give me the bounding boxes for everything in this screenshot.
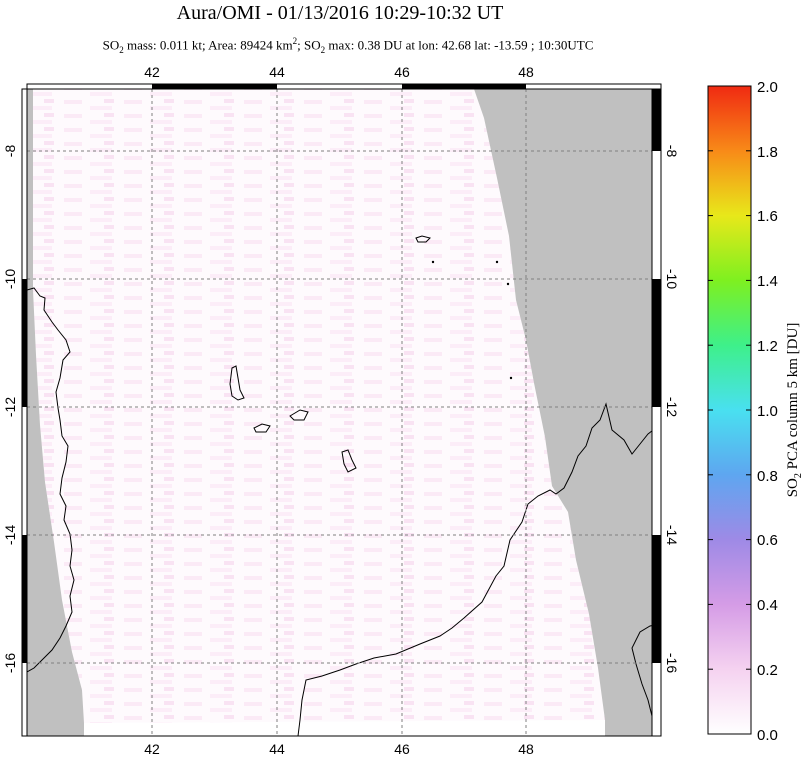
colorbar-tick-labels: 2.0 1.8 1.6 1.4 1.2 1.0 0.8 0.6 0.4 0.2 … [757,79,778,744]
lat-label-left: -10 [2,269,18,289]
cb-tick-label: 0.2 [757,662,778,679]
colorbar: 2.0 1.8 1.6 1.4 1.2 1.0 0.8 0.6 0.4 0.2 … [707,79,804,744]
lon-label-top: 44 [269,64,285,80]
omi-swath [33,89,605,723]
cb-tick-label: 1.6 [757,208,778,225]
stats-rest-prefix: ; SO [297,37,321,53]
lat-label-right: -12 [664,397,680,417]
lon-label-bottom: 46 [394,741,410,757]
lon-labels-bottom: 42 44 46 48 [144,741,534,757]
islet-1 [431,260,435,264]
lat-label-left: -16 [2,653,18,673]
map-panel [27,89,661,736]
lat-label-right: -8 [664,145,680,158]
lat-label-right: -10 [664,269,680,289]
cb-label-prefix: SO [785,478,801,497]
glorioso-islands [415,235,431,243]
lon-label-top: 42 [144,64,160,80]
moheli [253,423,271,433]
coastline-madagascar-se [631,623,661,736]
stats-line: SO2 mass: 0.011 kt; Area: 89424 km2; SO2… [8,36,688,55]
cb-tick-label: 1.8 [757,144,778,161]
lon-label-bottom: 48 [518,741,534,757]
lat-label-left: -12 [2,397,18,417]
map-title: Aura/OMI - 01/13/2016 10:29-10:32 UT [176,2,504,24]
cb-label-sub: 2 [793,473,804,478]
land-east [474,89,661,736]
lat-label-left: -8 [2,145,18,158]
cb-tick-label: 1.2 [757,338,778,355]
cb-tick-label: 2.0 [757,79,778,96]
lat-label-left: -14 [2,525,18,545]
coastline-madagascar [297,402,661,736]
lon-labels-top: 42 44 46 48 [144,64,534,80]
cb-tick-label: 0.6 [757,532,778,549]
cb-label-rest: PCA column 5 km [DU] [785,323,801,473]
cb-tick-label: 0.4 [757,597,778,614]
anjouan [289,409,309,421]
lon-label-top: 46 [394,64,410,80]
colorbar-ticks [708,85,751,735]
cb-tick-label: 0.8 [757,468,778,485]
stats-rest-sub: 2 [320,44,326,55]
cb-tick-label: 1.4 [757,273,778,290]
lat-label-right: -16 [664,653,680,673]
colorbar-label: SO2 PCA column 5 km [DU] [785,323,804,498]
lon-label-bottom: 44 [269,741,285,757]
mayotte [341,449,357,473]
cb-tick-label: 1.0 [757,403,778,420]
stats-sub: 2 [119,44,124,55]
land-west [27,89,84,736]
islet-3 [506,282,510,286]
lon-label-top: 48 [518,64,534,80]
coastline-africa [27,287,75,673]
lat-labels-left: -8 -10 -12 -14 -16 [2,145,18,674]
cb-tick-label: 0.0 [757,727,778,744]
lat-label-right: -14 [664,525,680,545]
stats-sup: 2 [292,36,298,46]
stats-mass-area: mass: 0.011 kt; Area: 89424 km [123,37,293,53]
islet-2 [495,260,499,264]
lat-labels-right: -8 -10 -12 -14 -16 [664,145,680,674]
islet-4 [509,376,513,380]
colorbar-gradient [707,85,752,735]
lon-label-bottom: 42 [144,741,160,757]
stats-rest: max: 0.38 DU at lon: 42.68 lat: -13.59 ;… [325,37,594,53]
map-frame [21,83,662,737]
graticule [27,89,661,736]
stats-prefix: SO [102,37,120,53]
grande-comore [229,365,245,401]
